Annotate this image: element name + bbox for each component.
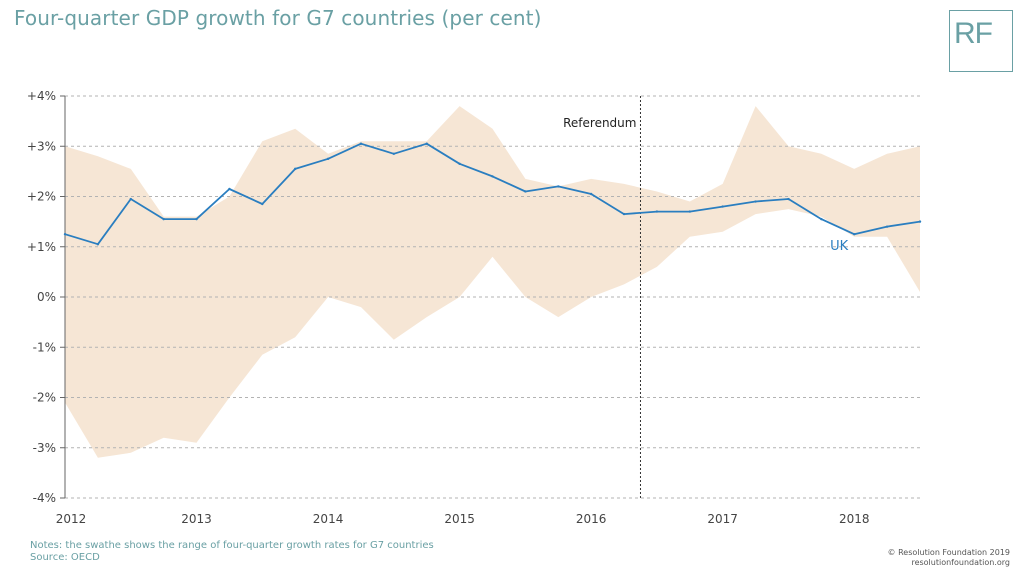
uk-data-point xyxy=(885,225,889,228)
y-tick-label: -1% xyxy=(33,340,56,354)
uk-data-point xyxy=(129,197,132,201)
uk-data-point xyxy=(655,210,659,213)
chart-notes: Notes: the swathe shows the range of fou… xyxy=(30,540,434,564)
y-tick-label: -4% xyxy=(33,491,56,505)
uk-data-point xyxy=(293,167,297,171)
g7-range-swathe xyxy=(65,106,920,458)
x-tick-label: 2013 xyxy=(181,512,212,526)
uk-data-point xyxy=(688,210,692,213)
uk-data-point xyxy=(721,205,724,208)
uk-data-point xyxy=(261,202,264,206)
uk-data-point xyxy=(195,217,198,221)
uk-data-point xyxy=(589,192,593,196)
uk-data-point xyxy=(63,232,67,236)
uk-data-point xyxy=(96,243,100,246)
uk-data-point xyxy=(491,175,494,178)
uk-data-point xyxy=(754,200,757,203)
y-tick-label: +4% xyxy=(27,89,56,103)
source-text: Source: OECD xyxy=(30,552,100,563)
y-tick-label: -2% xyxy=(33,391,56,405)
uk-data-point xyxy=(228,187,231,191)
copyright-text: © Resolution Foundation 2019 xyxy=(887,548,1010,557)
x-tick-label: 2018 xyxy=(839,512,870,526)
y-tick-label: +3% xyxy=(27,139,56,153)
x-tick-label: 2017 xyxy=(707,512,738,526)
uk-data-point xyxy=(425,142,428,145)
y-tick-label: +1% xyxy=(27,240,56,254)
x-tick-label: 2014 xyxy=(313,512,344,526)
y-tick-label: -3% xyxy=(33,441,56,455)
rf-logo: RF xyxy=(949,10,1013,72)
x-tick-label: 2015 xyxy=(444,512,475,526)
uk-data-point xyxy=(918,220,922,223)
uk-data-point xyxy=(359,142,363,145)
notes-text: Notes: the swathe shows the range of fou… xyxy=(30,540,434,551)
rf-logo-text: RF xyxy=(954,17,993,50)
uk-data-point xyxy=(524,190,527,193)
y-tick-label: 0% xyxy=(37,290,56,304)
uk-series-label: UK xyxy=(830,239,849,254)
uk-data-point xyxy=(622,212,626,216)
website-text: resolutionfoundation.org xyxy=(911,558,1010,567)
uk-data-point xyxy=(820,217,823,221)
x-tick-label: 2012 xyxy=(56,512,87,526)
uk-data-point xyxy=(853,232,856,236)
y-tick-label: +2% xyxy=(27,190,56,204)
uk-data-point xyxy=(557,185,560,188)
x-tick-label: 2016 xyxy=(576,512,607,526)
uk-data-point xyxy=(162,217,165,221)
chart-title: Four-quarter GDP growth for G7 countries… xyxy=(14,6,542,30)
copyright-block: © Resolution Foundation 2019 resolutionf… xyxy=(888,548,1010,568)
referendum-label: Referendum xyxy=(563,116,636,130)
uk-data-point xyxy=(392,152,396,155)
uk-data-point xyxy=(326,157,330,161)
uk-data-point xyxy=(787,197,790,201)
uk-data-point xyxy=(458,162,461,166)
